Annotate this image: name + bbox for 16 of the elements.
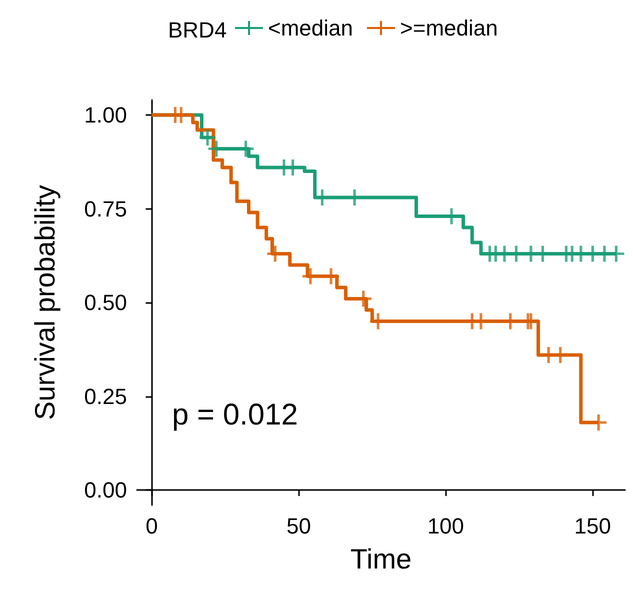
- x-tick-label: 50: [286, 514, 311, 538]
- annotation: p = 0.012: [172, 398, 298, 432]
- y-tick-label: 0.00: [84, 478, 127, 502]
- x-tick-label: 150: [574, 514, 612, 538]
- x-tick-label: 0: [146, 514, 158, 538]
- y-axis-title: Survival probability: [30, 185, 60, 420]
- legend-title: BRD4: [168, 18, 227, 42]
- y-tick-label: 0.75: [84, 196, 127, 222]
- y-tick-label: 0.25: [84, 384, 127, 409]
- legend-label: >=median: [400, 16, 498, 40]
- y-tick-label: 0.50: [84, 290, 127, 315]
- y-tick-label: 1.00: [84, 102, 127, 128]
- legend-label: <median: [268, 16, 354, 40]
- x-axis-title: Time: [350, 544, 412, 574]
- x-tick-label: 100: [427, 514, 464, 538]
- point: [200, 130, 216, 146]
